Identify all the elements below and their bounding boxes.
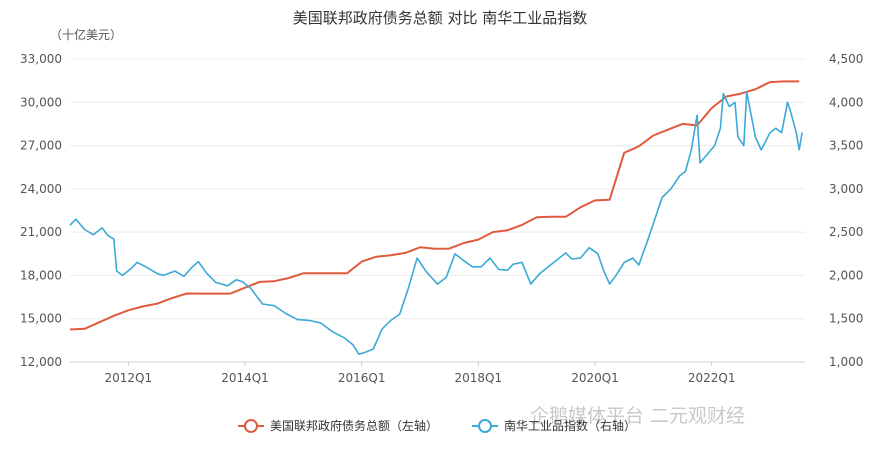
legend[interactable]: 美国联邦政府债务总额（左轴） 南华工业品指数（右轴） — [238, 418, 636, 433]
legend-marker-circle-icon — [244, 419, 258, 433]
left-tick-label: 18,000 — [20, 268, 62, 282]
right-tick-label: 1,500 — [829, 312, 863, 326]
right-tick-label: 2,000 — [829, 268, 863, 282]
x-tick-label: 2020Q1 — [571, 371, 619, 385]
legend-item-1[interactable]: 美国联邦政府债务总额（左轴） — [238, 418, 438, 433]
x-tick-label: 2014Q1 — [221, 371, 269, 385]
left-tick-label: 33,000 — [20, 52, 62, 66]
right-tick-label: 2,500 — [829, 225, 863, 239]
left-axis-ticks: 12,000 15,000 18,000 21,000 24,000 27,000 30,0… — [20, 52, 62, 369]
series-layer — [69, 80, 803, 355]
left-tick-label: 30,000 — [20, 95, 62, 109]
watermark-text: 企鹅媒体平台 二元观财经 — [530, 405, 745, 427]
series-line-2 — [69, 91, 803, 355]
left-tick-label: 21,000 — [20, 225, 62, 239]
left-tick-label: 12,000 — [20, 355, 62, 369]
right-tick-label: 3,000 — [829, 182, 863, 196]
right-tick-label: 4,000 — [829, 95, 863, 109]
x-tick-label: 2022Q1 — [688, 371, 736, 385]
right-axis-ticks: 1,000 1,500 2,000 2,500 3,000 3,500 4,000 4,500 — [829, 52, 863, 369]
chart-title: 美国联邦政府债务总额 对比 南华工业品指数 — [293, 9, 588, 27]
legend-item-2[interactable]: 南华工业品指数（右轴） — [472, 418, 636, 433]
legend-label: 南华工业品指数（右轴） — [504, 418, 636, 433]
grid-lines — [70, 58, 805, 363]
left-axis-unit: （十亿美元） — [50, 27, 122, 42]
series-line-1 — [69, 80, 800, 331]
legend-marker-circle-icon — [478, 419, 492, 433]
left-tick-label: 27,000 — [20, 139, 62, 153]
right-tick-label: 1,000 — [829, 355, 863, 369]
legend-label: 美国联邦政府债务总额（左轴） — [270, 418, 438, 433]
right-tick-label: 3,500 — [829, 139, 863, 153]
x-tick-label: 2012Q1 — [105, 371, 153, 385]
x-tick-label: 2018Q1 — [455, 371, 503, 385]
right-tick-label: 4,500 — [829, 52, 863, 66]
x-tick-label: 2016Q1 — [338, 371, 386, 385]
left-tick-label: 24,000 — [20, 182, 62, 196]
x-axis-ticks: 2012Q1 2014Q1 2016Q1 2018Q1 2020Q1 2022Q1 — [105, 362, 736, 385]
left-tick-label: 15,000 — [20, 312, 62, 326]
